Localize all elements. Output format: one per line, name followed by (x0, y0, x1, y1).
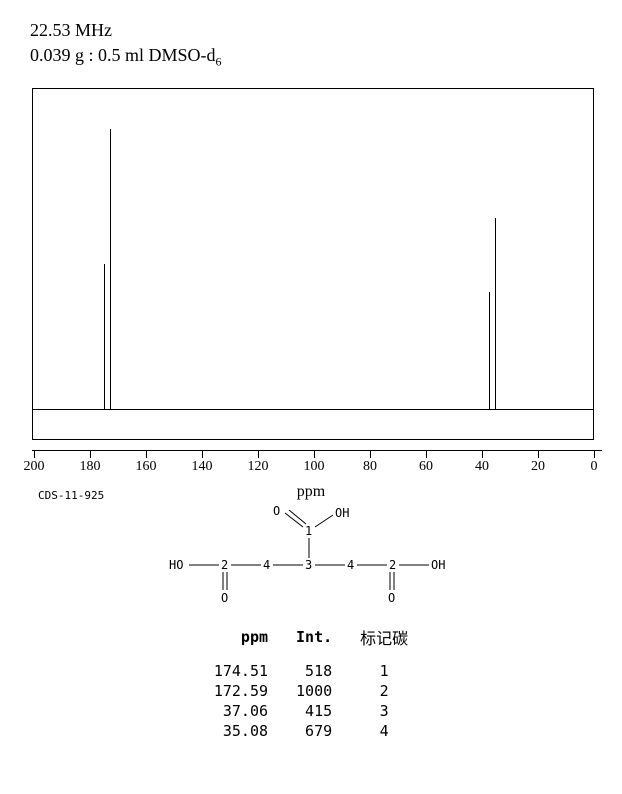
label-HO-left: HO (169, 558, 183, 572)
x-tick (482, 451, 483, 458)
x-tick-label: 80 (363, 459, 377, 475)
x-tick (90, 451, 91, 458)
cell-carbon: 4 (346, 721, 422, 741)
col-int: Int. (282, 623, 346, 661)
cell-ppm: 35.08 (200, 721, 282, 741)
table-row: 37.064153 (200, 701, 422, 721)
cell-carbon: 3 (346, 701, 422, 721)
label-c1: 1 (305, 524, 312, 538)
label-OH-top: OH (335, 506, 349, 520)
x-tick (202, 451, 203, 458)
x-tick (34, 451, 35, 458)
reference-code: CDS-11-925 (38, 489, 104, 502)
cell-int: 1000 (282, 681, 346, 701)
col-carbon: 标记碳 (346, 623, 422, 661)
cell-int: 679 (282, 721, 346, 741)
cell-ppm: 37.06 (200, 701, 282, 721)
label-c4-right: 4 (347, 558, 354, 572)
x-tick-label: 180 (80, 459, 101, 475)
molecule-structure: HO 2 4 3 4 2 OH O O 1 O OH (161, 505, 461, 605)
cell-int: 518 (282, 661, 346, 681)
peak-table: ppm Int. 标记碳 174.515181172.591000237.064… (200, 623, 422, 741)
x-axis: 200180160140120100806040200 (32, 450, 602, 461)
spectrum-peak (495, 218, 496, 408)
table-header-row: ppm Int. 标记碳 (200, 623, 422, 661)
x-tick-label: 20 (531, 459, 545, 475)
cell-ppm: 172.59 (200, 681, 282, 701)
x-tick (146, 451, 147, 458)
spectrum-baseline (33, 409, 593, 410)
label-c2-left: 2 (221, 558, 228, 572)
sample-label: 0.039 g : 0.5 ml DMSO-d6 (30, 45, 602, 70)
spectrum-peak (104, 264, 105, 409)
label-O-top: O (273, 505, 280, 518)
x-tick (538, 451, 539, 458)
spectrum-peak (489, 292, 490, 408)
label-O-right: O (388, 591, 395, 605)
x-tick (426, 451, 427, 458)
x-tick-label: 100 (304, 459, 325, 475)
x-tick (314, 451, 315, 458)
table-row: 35.086794 (200, 721, 422, 741)
x-tick-label: 200 (24, 459, 45, 475)
x-axis-label: ppm (20, 483, 602, 501)
label-O-left: O (221, 591, 228, 605)
sample-subscript: 6 (216, 55, 222, 69)
sample-text: 0.039 g : 0.5 ml DMSO-d (30, 45, 216, 65)
cell-int: 415 (282, 701, 346, 721)
label-OH-right: OH (431, 558, 445, 572)
x-tick (258, 451, 259, 458)
x-tick (594, 451, 595, 458)
frequency-label: 22.53 MHz (30, 20, 602, 41)
x-tick-label: 0 (591, 459, 598, 475)
x-tick-label: 40 (475, 459, 489, 475)
x-tick-label: 60 (419, 459, 433, 475)
spectrum-plot (32, 88, 594, 440)
spectrum-peak (110, 129, 111, 409)
table-row: 172.5910002 (200, 681, 422, 701)
label-c3: 3 (305, 558, 312, 572)
cell-carbon: 1 (346, 661, 422, 681)
col-ppm: ppm (200, 623, 282, 661)
label-c4-left: 4 (263, 558, 270, 572)
x-tick-label: 120 (248, 459, 269, 475)
table-row: 174.515181 (200, 661, 422, 681)
cell-ppm: 174.51 (200, 661, 282, 681)
cell-carbon: 2 (346, 681, 422, 701)
x-tick (370, 451, 371, 458)
x-tick-label: 160 (136, 459, 157, 475)
x-tick-label: 140 (192, 459, 213, 475)
label-c2-right: 2 (389, 558, 396, 572)
